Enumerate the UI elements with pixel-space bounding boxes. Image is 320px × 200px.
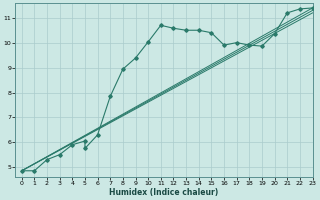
X-axis label: Humidex (Indice chaleur): Humidex (Indice chaleur) <box>109 188 219 197</box>
